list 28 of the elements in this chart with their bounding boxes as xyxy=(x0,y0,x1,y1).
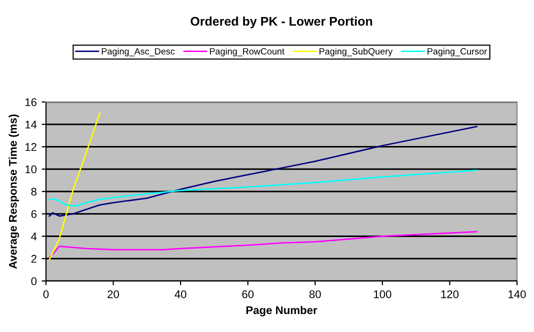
legend-label: Paging_Asc_Desc xyxy=(102,48,175,56)
y-tick-label: 0 xyxy=(31,277,37,286)
x-tick-label: 20 xyxy=(108,290,120,298)
legend-label: Paging_Cursor xyxy=(428,48,487,56)
x-tick-label: 60 xyxy=(242,290,254,298)
y-tick-label: 14 xyxy=(25,120,37,128)
y-tick-label: 16 xyxy=(25,98,36,106)
legend-label: Paging_RowCount xyxy=(210,48,284,56)
y-tick-label: 10 xyxy=(25,165,37,174)
y-tick-label: 12 xyxy=(25,143,36,151)
x-tick-label: 0 xyxy=(43,290,49,298)
x-tick-label: 80 xyxy=(309,290,321,298)
line-series xyxy=(48,170,478,207)
y-tick-label: 8 xyxy=(31,188,36,196)
line-series xyxy=(48,231,478,258)
chart-title: Ordered by PK - Lower Portion xyxy=(190,16,372,28)
legend-label: Paging_SubQuery xyxy=(320,48,393,56)
line-series xyxy=(48,126,478,217)
x-tick-label: 40 xyxy=(174,290,186,298)
y-tick-label: 4 xyxy=(31,232,37,240)
y-tick-label: 2 xyxy=(31,254,36,263)
x-axis-title: Page Number xyxy=(246,306,318,316)
y-tick-label: 6 xyxy=(31,210,36,218)
y-axis-title: Average Response Time (ms) xyxy=(8,114,20,269)
line-series xyxy=(48,112,101,260)
x-tick-label: 120 xyxy=(441,290,459,298)
x-tick-label: 140 xyxy=(508,290,526,298)
x-tick-label: 100 xyxy=(374,290,392,298)
